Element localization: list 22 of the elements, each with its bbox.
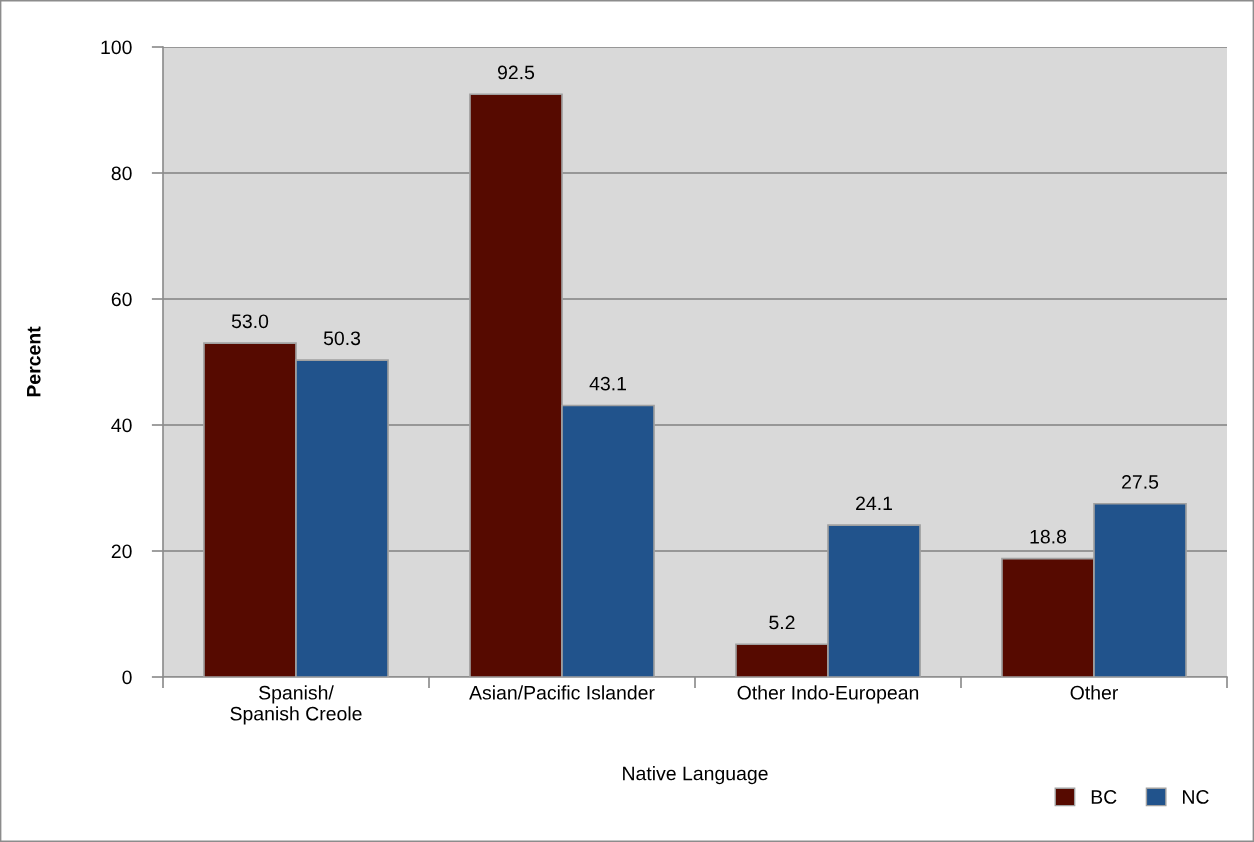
y-tick-label: 20: [111, 544, 132, 559]
x-tick-label: Spanish/ Spanish Creole: [230, 685, 362, 725]
data-label: 92.5: [497, 65, 535, 80]
data-label: 27.5: [1122, 475, 1159, 489]
y-tick-label: 40: [111, 418, 132, 433]
data-label: 5.2: [769, 615, 795, 630]
legend-label: NC: [1183, 790, 1209, 804]
x-tick-label: Asian/Pacific Islander: [469, 685, 655, 700]
y-tick-label: 0: [122, 670, 132, 685]
x-tick-label: Other Indo-European: [737, 685, 919, 704]
y-tick-label: 100: [101, 40, 132, 55]
y-tick-label: 60: [111, 292, 132, 307]
data-label: 18.8: [1030, 529, 1067, 544]
x-tick-label: Other: [1070, 685, 1118, 700]
data-label: 24.1: [856, 496, 892, 511]
data-label: 53.0: [231, 314, 269, 329]
x-axis-title: Native Language: [623, 766, 768, 785]
data-label: 43.1: [589, 376, 626, 391]
y-axis-title: Percent: [27, 326, 41, 397]
y-tick-label: 80: [111, 166, 132, 181]
data-label: 50.3: [323, 331, 361, 346]
legend-label: BC: [1091, 790, 1117, 804]
